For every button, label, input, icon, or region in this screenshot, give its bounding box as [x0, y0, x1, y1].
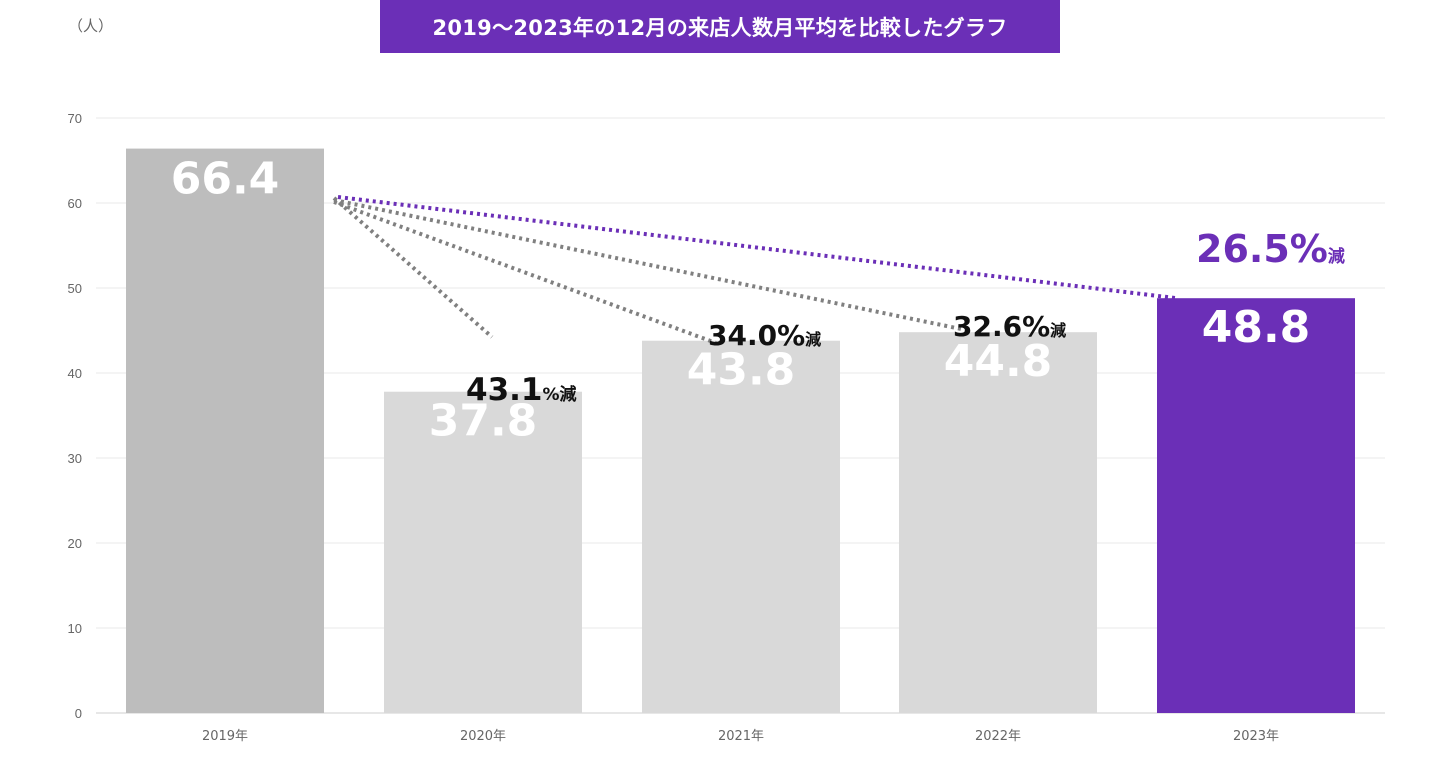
y-tick-label: 20: [68, 536, 82, 551]
bar-value-label: 43.8: [687, 345, 796, 396]
bar-value-label: 44.8: [944, 336, 1053, 387]
bar: [384, 391, 582, 713]
x-tick-label: 2020年: [460, 729, 506, 744]
comparison-line-2020: [332, 196, 494, 339]
y-tick-label: 40: [68, 366, 82, 381]
bar: [1157, 298, 1355, 713]
x-tick-label: 2021年: [718, 729, 764, 744]
bar-value-label: 48.8: [1202, 302, 1311, 353]
x-tick-label: 2019年: [202, 729, 248, 744]
chart-title-banner: 2019〜2023年の12月の来店人数月平均を比較したグラフ: [380, 0, 1060, 53]
bar: [126, 148, 324, 714]
y-tick-label: 60: [68, 196, 82, 211]
y-tick-label: 10: [68, 621, 82, 636]
comparison-line-2021: [333, 200, 717, 345]
reduction-label-2023: 26.5%減: [1196, 227, 1345, 271]
x-tick-label: 2023年: [1233, 729, 1279, 744]
bar: [899, 332, 1097, 713]
comparison-line-2023: [337, 195, 1176, 300]
bar-value-label: 37.8: [429, 396, 538, 447]
y-axis-unit-label: （人）: [68, 17, 114, 35]
x-tick-label: 2022年: [975, 729, 1021, 744]
y-tick-label: 30: [68, 451, 82, 466]
reduction-label-2020: 43.1%減: [466, 372, 577, 408]
reduction-label-2021: 34.0%減: [708, 319, 821, 352]
y-tick-label: 0: [75, 706, 82, 721]
bar: [642, 340, 840, 713]
chart-title: 2019〜2023年の12月の来店人数月平均を比較したグラフ: [432, 15, 1008, 40]
bar-value-label: 66.4: [171, 154, 280, 205]
comparison-line-2022: [333, 198, 967, 332]
y-tick-label: 70: [68, 111, 82, 126]
reduction-label-2022: 32.6%減: [953, 310, 1066, 343]
y-tick-label: 50: [68, 281, 82, 296]
